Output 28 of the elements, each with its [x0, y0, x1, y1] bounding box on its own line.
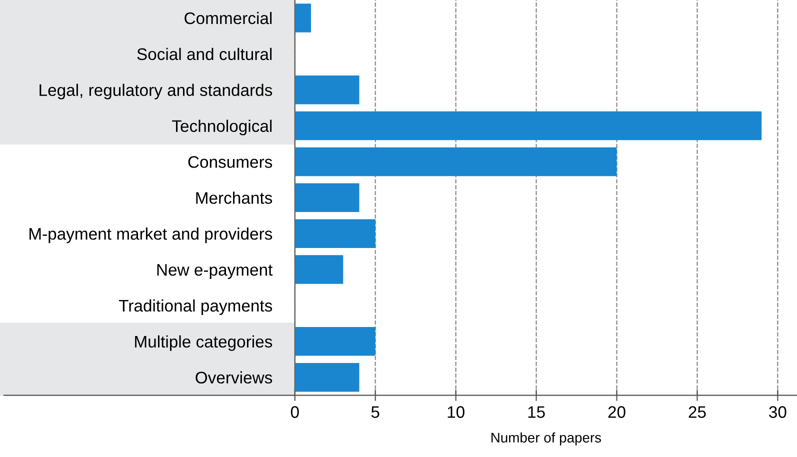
bar — [294, 111, 762, 140]
y-tick-label: Legal, regulatory and standards — [40, 84, 272, 100]
y-tick-label: Overviews — [196, 371, 272, 384]
x-tick-label: 5 — [371, 406, 380, 418]
y-tick-label: Traditional payments — [118, 299, 272, 315]
bar — [294, 255, 344, 284]
y-tick-label: New e-payment — [157, 264, 273, 280]
x-tick-label: 25 — [688, 406, 706, 418]
bar — [294, 4, 311, 32]
bar — [294, 147, 617, 176]
bar — [294, 327, 376, 356]
bar — [294, 362, 360, 392]
x-tick-label: 0 — [290, 406, 299, 418]
y-tick-label: Merchants — [196, 192, 272, 204]
y-tick-label: Technological — [172, 120, 272, 136]
x-tick-label: 20 — [608, 406, 626, 418]
x-tick-label: 10 — [448, 406, 464, 418]
x-tick-label: 30 — [769, 406, 786, 418]
y-tick-label: Multiple categories — [135, 335, 272, 351]
y-tick-label: Social and cultural — [137, 48, 272, 60]
y-tick-label: Consumers — [188, 156, 272, 168]
y-tick-label: M-payment market and providers — [30, 228, 272, 244]
x-tick-label: 15 — [528, 406, 545, 418]
bar — [294, 183, 360, 212]
y-tick-label: Commercial — [184, 12, 272, 24]
bar — [294, 219, 376, 248]
bar — [294, 75, 360, 104]
x-axis-title: Number of papers — [492, 432, 602, 446]
